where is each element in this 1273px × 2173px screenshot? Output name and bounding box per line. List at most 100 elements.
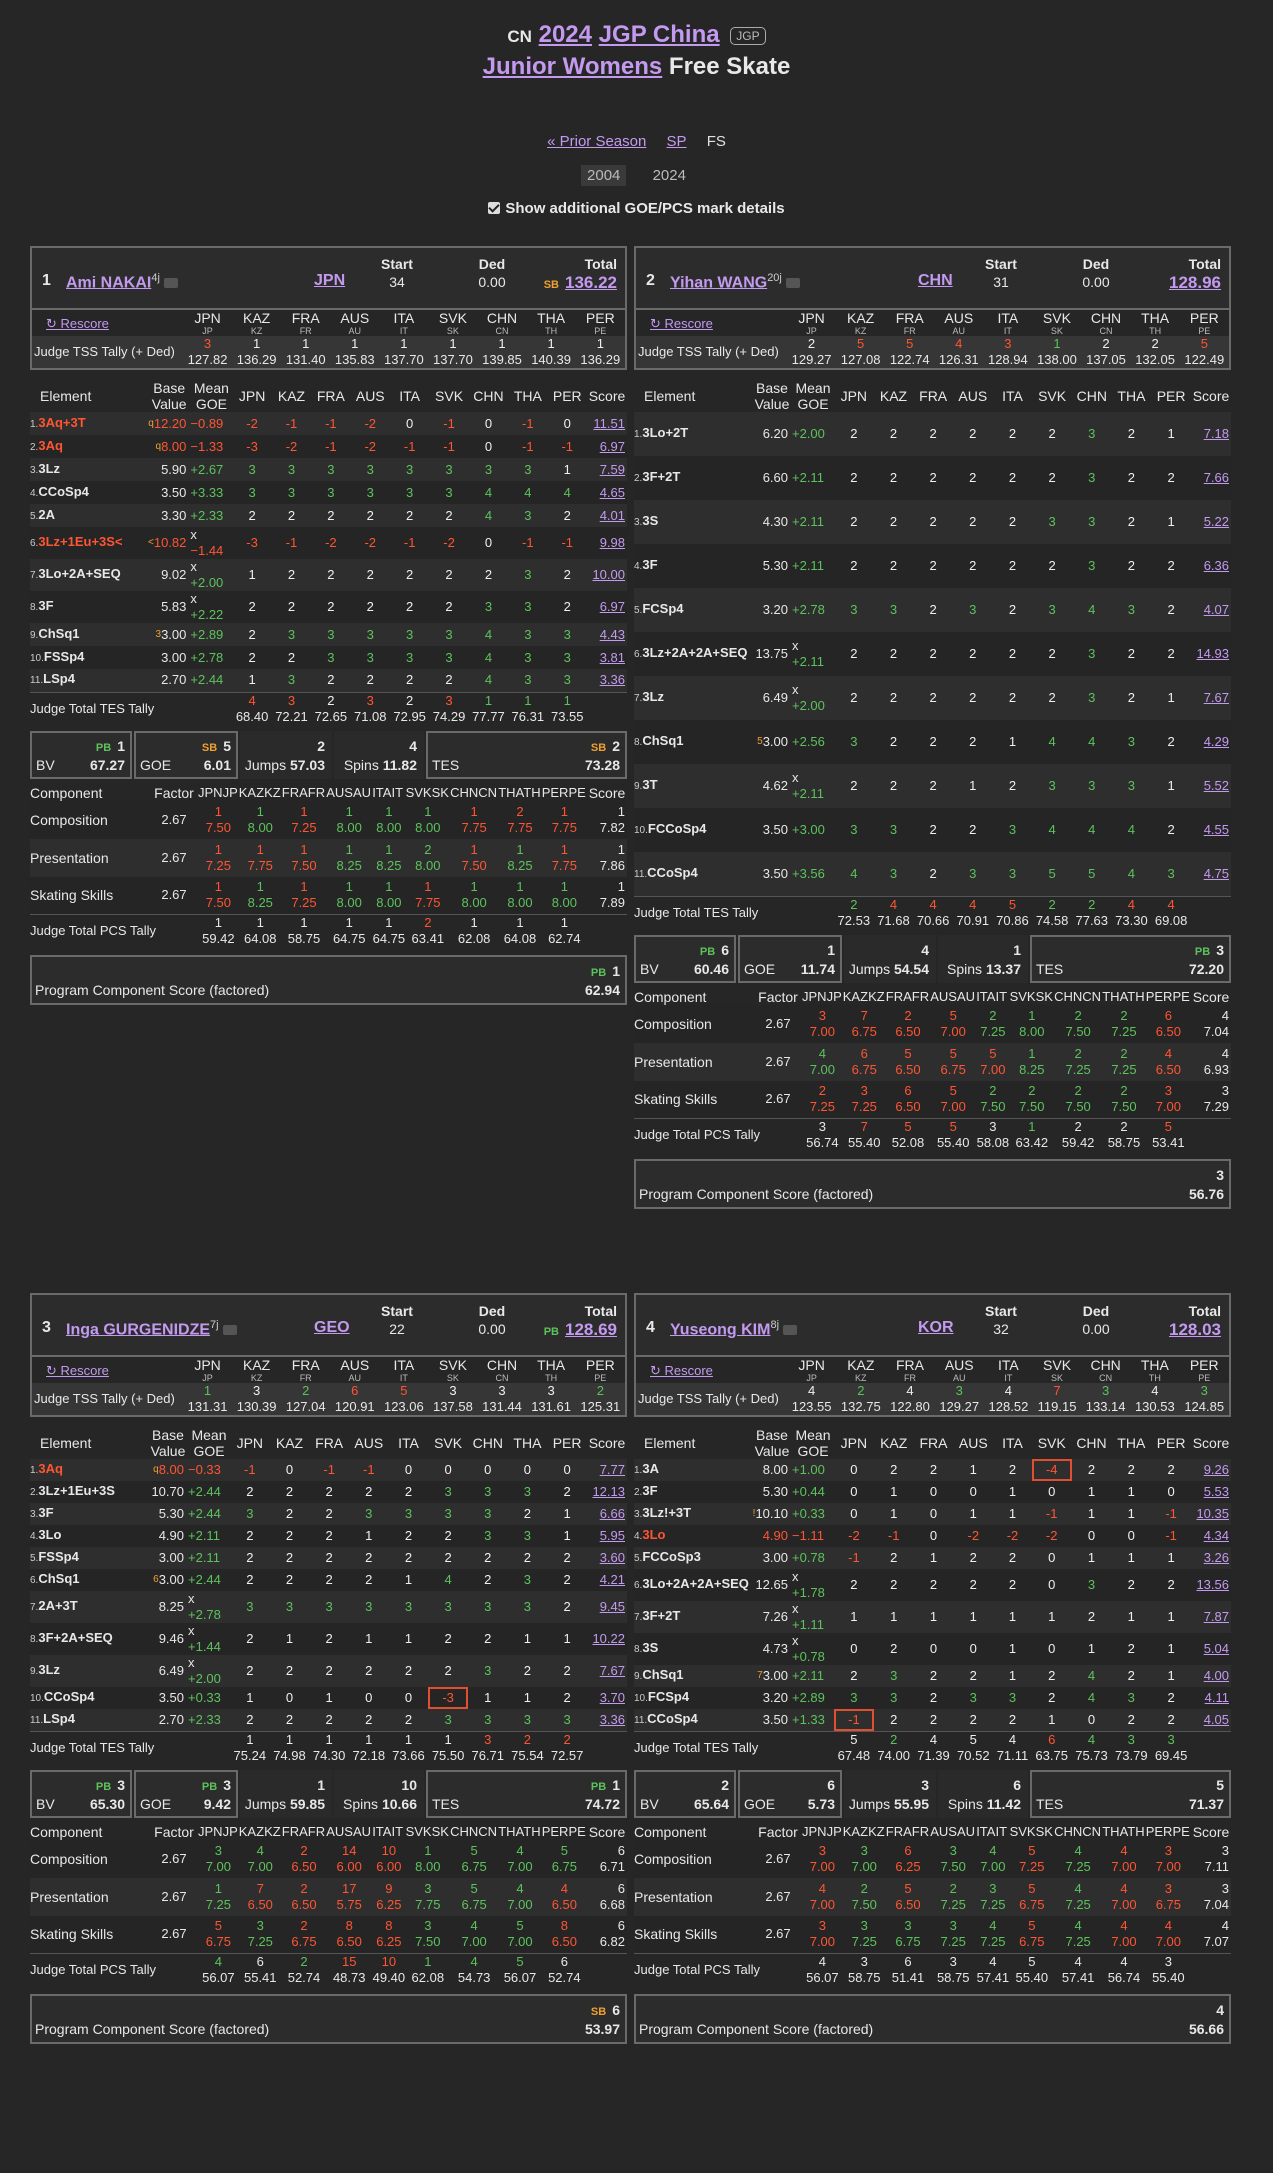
- element-score-link[interactable]: 7.67: [587, 1655, 627, 1687]
- element-score-link[interactable]: 4.34: [1191, 1525, 1231, 1547]
- total-score-link[interactable]: 136.22: [565, 273, 617, 292]
- element-score-link[interactable]: 10.35: [1191, 1503, 1231, 1525]
- element-score-link[interactable]: 13.56: [1191, 1569, 1231, 1601]
- skater-name-link[interactable]: Yihan WANG: [670, 274, 768, 292]
- element-score-link[interactable]: 7.59: [587, 458, 627, 481]
- skater-name-link[interactable]: Inga GURGENIDZE: [66, 1321, 211, 1339]
- element-score-link[interactable]: 4.00: [1191, 1665, 1231, 1687]
- element-score-link[interactable]: 4.07: [1191, 588, 1231, 632]
- element-score-link[interactable]: 10.00: [587, 559, 627, 591]
- judge-mark: 1 7.75: [541, 838, 587, 877]
- element-score-link[interactable]: 5.04: [1191, 1633, 1231, 1665]
- details-checkbox-row[interactable]: Show additional GOE/PCS mark details: [0, 200, 1273, 217]
- nation-link[interactable]: JPN: [314, 272, 346, 289]
- sp-link[interactable]: SP: [666, 133, 687, 150]
- element-score-link[interactable]: 6.97: [587, 435, 627, 458]
- rescore-link[interactable]: ↻ Rescore: [46, 315, 109, 331]
- element-score-link[interactable]: 3.36: [587, 669, 627, 692]
- nation-link[interactable]: GEO: [314, 1319, 350, 1336]
- judge-goe: 2: [547, 504, 587, 527]
- year-option[interactable]: 2024: [652, 167, 686, 184]
- nation-link[interactable]: KOR: [918, 1319, 954, 1336]
- judge-goe: -2: [834, 1525, 874, 1547]
- element-score-link[interactable]: 6.66: [587, 1503, 627, 1525]
- element-score-link[interactable]: 6.97: [587, 591, 627, 623]
- element-score-link[interactable]: 3.36: [587, 1709, 627, 1731]
- judge-goe: 4: [1071, 588, 1112, 632]
- details-checkbox[interactable]: [488, 202, 501, 214]
- category-link[interactable]: Junior Womens: [482, 53, 663, 80]
- judge-goe: 3: [271, 481, 312, 504]
- judge-goe: 0: [1111, 1525, 1152, 1547]
- element-score-link[interactable]: 4.43: [587, 623, 627, 646]
- pcs-tally-cell: 1 64.75: [326, 914, 373, 947]
- tes-tally-cell: 4 75.73: [1071, 1730, 1112, 1764]
- summary-row: PB 3 BV 65.30 PB 3 GOE 9.42 1 Jumps 59.85 10 Spi…: [30, 1769, 627, 1818]
- element-score-link[interactable]: 4.11: [1191, 1687, 1231, 1709]
- element-score-link[interactable]: 9.45: [587, 1591, 627, 1623]
- element-score-link[interactable]: 3.26: [1191, 1547, 1231, 1569]
- prior-season-link[interactable]: « Prior Season: [547, 133, 647, 150]
- event-link[interactable]: JGP China: [598, 21, 720, 48]
- rescore-link[interactable]: ↻ Rescore: [650, 315, 713, 331]
- skater-name-link[interactable]: Ami NAKAI: [66, 274, 152, 292]
- element-score-link[interactable]: 4.01: [587, 504, 627, 527]
- tss-tally-cell: 2 129.27: [787, 336, 837, 369]
- judge-goe: 2: [913, 456, 953, 500]
- year-option[interactable]: 2004: [581, 165, 627, 186]
- rescore-link[interactable]: ↻ Rescore: [650, 1362, 713, 1378]
- judge-goe: 3: [311, 458, 351, 481]
- ded-label: Ded: [1082, 1303, 1110, 1319]
- total-score-link[interactable]: 128.96: [1169, 273, 1221, 292]
- element-score-link[interactable]: 9.98: [587, 527, 627, 559]
- element-score-link[interactable]: 7.77: [587, 1459, 627, 1481]
- video-icon[interactable]: [785, 278, 800, 289]
- judge-goe: 2: [468, 559, 509, 591]
- element-score-link[interactable]: 4.75: [1191, 852, 1231, 896]
- start-order: 32: [993, 1321, 1009, 1337]
- judge-goe: -4: [1031, 1459, 1072, 1481]
- video-icon[interactable]: [163, 278, 178, 289]
- element-score-link[interactable]: 5.52: [1191, 764, 1231, 808]
- element-score-link[interactable]: 3.60: [587, 1547, 627, 1569]
- component-row: Presentation 2.67 4 7.00 2 7.50 5 6.50 2 7.25 3 7.2…: [634, 1877, 1231, 1916]
- element-score-link[interactable]: 4.55: [1191, 808, 1231, 852]
- element-score-link[interactable]: 6.36: [1191, 544, 1231, 588]
- element-score-link[interactable]: 5.95: [587, 1525, 627, 1547]
- element-score-link[interactable]: 3.70: [587, 1687, 627, 1709]
- video-icon[interactable]: [783, 1325, 798, 1336]
- element-score-link[interactable]: 4.05: [1191, 1709, 1231, 1731]
- total-score-link[interactable]: 128.03: [1169, 1320, 1221, 1339]
- element-score-link[interactable]: 7.18: [1191, 412, 1231, 456]
- element-score-link[interactable]: 5.53: [1191, 1481, 1231, 1503]
- nation-link[interactable]: CHN: [918, 272, 953, 289]
- element-score-link[interactable]: 5.22: [1191, 500, 1231, 544]
- element-score-link[interactable]: 4.21: [587, 1569, 627, 1591]
- element-score-link[interactable]: 12.13: [587, 1481, 627, 1503]
- element-name: 2.3Aq: [30, 435, 148, 458]
- element-score-link[interactable]: 3.81: [587, 646, 627, 669]
- element-name: 6.ChSq1: [30, 1569, 148, 1591]
- judge-goe: 3: [873, 1687, 914, 1709]
- element-score-link[interactable]: 9.26: [1191, 1459, 1231, 1481]
- judge-goe: 1: [1031, 1601, 1072, 1633]
- element-score-link[interactable]: 4.65: [587, 481, 627, 504]
- judge-goe: 3: [428, 1481, 468, 1503]
- element-score-link[interactable]: 10.22: [587, 1623, 627, 1655]
- judge-goe: 2: [230, 1525, 270, 1547]
- element-score-link[interactable]: 7.67: [1191, 676, 1231, 720]
- year-link[interactable]: 2024: [538, 21, 592, 48]
- judge-header: FRA: [919, 388, 948, 404]
- total-score-link[interactable]: 128.69: [565, 1320, 617, 1339]
- element-mean-goe: −0.89: [190, 412, 233, 435]
- rescore-link[interactable]: ↻ Rescore: [46, 1362, 109, 1378]
- element-score-link[interactable]: 4.29: [1191, 720, 1231, 764]
- element-score-link[interactable]: 7.66: [1191, 456, 1231, 500]
- element-score-link[interactable]: 11.51: [587, 412, 627, 435]
- video-icon[interactable]: [222, 1325, 237, 1336]
- element-score-link[interactable]: 14.93: [1191, 632, 1231, 676]
- skater-name-link[interactable]: Yuseong KIM: [670, 1321, 771, 1339]
- element-score-link[interactable]: 7.87: [1191, 1601, 1231, 1633]
